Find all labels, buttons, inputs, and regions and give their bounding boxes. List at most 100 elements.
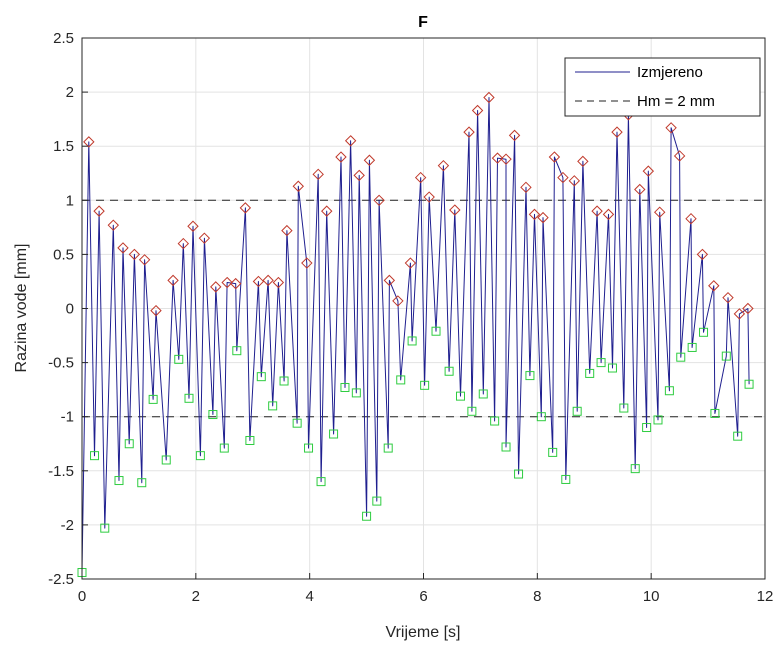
y-ticks: -2.5 -2 -1.5 -1 -0.5 0 0.5 1 1.5 2 2.5 xyxy=(48,30,88,588)
peak-marker xyxy=(653,206,666,218)
peak-marker xyxy=(262,274,274,287)
trough-marker xyxy=(514,469,524,479)
y-tick-label: -2.5 xyxy=(48,571,74,588)
peak-marker xyxy=(568,175,581,187)
trough-marker xyxy=(455,391,465,401)
trough-marker xyxy=(137,478,147,488)
legend-label-hm: Hm = 2 mm xyxy=(637,93,715,110)
trough-marker xyxy=(596,358,606,368)
peak-marker xyxy=(557,171,569,184)
peak-marker xyxy=(229,277,242,290)
peak-marker xyxy=(128,248,141,261)
y-tick-label: -1.5 xyxy=(48,463,74,480)
x-ticks: 0 2 4 6 8 10 12 xyxy=(78,573,774,605)
trough-markers xyxy=(77,326,754,578)
trough-marker xyxy=(124,439,134,449)
peak-marker xyxy=(742,302,754,315)
trough-marker xyxy=(721,351,731,361)
peak-marker xyxy=(321,205,333,217)
trough-marker xyxy=(490,416,500,426)
y-tick-label: 2 xyxy=(66,84,74,101)
y-tick-label: 0.5 xyxy=(53,246,74,263)
x-tick-label: 12 xyxy=(757,588,774,605)
trough-marker xyxy=(420,380,430,390)
x-axis-label: Vrijeme [s] xyxy=(386,624,461,641)
trough-marker xyxy=(501,442,511,452)
trough-marker xyxy=(676,352,686,362)
trough-marker xyxy=(161,455,171,465)
peak-marker xyxy=(696,248,709,261)
x-tick-label: 10 xyxy=(643,588,660,605)
peak-marker xyxy=(665,122,677,134)
chart-title: F xyxy=(418,14,428,31)
trough-marker xyxy=(383,443,393,453)
trough-marker xyxy=(744,379,754,389)
peak-marker xyxy=(187,220,199,232)
peak-marker xyxy=(528,208,541,221)
trough-marker xyxy=(653,415,663,425)
peak-marker xyxy=(373,194,385,207)
series-line-izmjereno xyxy=(81,97,750,573)
x-tick-label: 8 xyxy=(533,588,541,605)
x-tick-label: 0 xyxy=(78,588,86,605)
trough-marker xyxy=(585,368,595,378)
trough-marker xyxy=(536,412,546,422)
trough-marker xyxy=(245,436,255,446)
trough-marker xyxy=(340,382,350,392)
trough-marker xyxy=(90,451,100,461)
peak-marker xyxy=(602,208,615,221)
trough-marker xyxy=(372,496,382,506)
y-tick-label: -1 xyxy=(61,409,74,426)
peak-marker xyxy=(335,151,347,163)
peak-marker xyxy=(107,219,120,231)
peak-marker xyxy=(423,191,435,203)
trough-marker xyxy=(699,327,709,337)
trough-marker xyxy=(687,342,697,352)
peak-marker xyxy=(344,135,357,147)
trough-marker xyxy=(316,477,326,487)
trough-marker xyxy=(607,363,617,373)
threshold-lines xyxy=(82,199,765,418)
x-tick-label: 2 xyxy=(192,588,200,605)
peak-marker xyxy=(292,180,304,192)
peak-marker xyxy=(491,152,504,164)
peak-marker xyxy=(733,308,746,320)
peak-marker xyxy=(437,159,450,172)
peak-marker xyxy=(383,274,396,287)
y-tick-label: 1 xyxy=(66,192,74,209)
trough-marker xyxy=(407,336,417,346)
trough-marker xyxy=(467,406,477,416)
peak-marker xyxy=(685,212,697,225)
trough-marker xyxy=(525,371,535,381)
peak-marker xyxy=(272,276,285,289)
x-tick-label: 4 xyxy=(305,588,313,605)
y-tick-label: -0.5 xyxy=(48,355,74,372)
y-tick-label: 0 xyxy=(66,301,74,318)
peak-marker xyxy=(198,232,211,244)
trough-marker xyxy=(256,372,266,382)
peak-marker xyxy=(93,205,105,217)
x-tick-label: 6 xyxy=(419,588,427,605)
trough-marker xyxy=(292,418,302,428)
peak-marker xyxy=(483,91,495,104)
peak-marker xyxy=(117,242,129,254)
trough-marker xyxy=(304,443,314,453)
trough-marker xyxy=(268,401,278,411)
peak-marker xyxy=(301,257,313,269)
trough-marker xyxy=(396,375,406,385)
peak-marker xyxy=(281,224,293,237)
trough-marker xyxy=(184,393,194,403)
trough-marker xyxy=(444,366,454,376)
trough-marker xyxy=(148,394,158,404)
peak-marker xyxy=(471,104,484,117)
legend-label-izmjereno: Izmjereno xyxy=(637,64,703,81)
peak-marker xyxy=(463,126,475,138)
peak-marker xyxy=(150,304,162,317)
peak-marker xyxy=(363,154,376,166)
y-tick-label: 1.5 xyxy=(53,138,74,155)
trough-marker xyxy=(561,474,571,484)
trough-marker xyxy=(664,386,674,396)
peak-marker xyxy=(537,211,549,224)
peak-marker xyxy=(449,204,461,216)
peak-markers xyxy=(83,91,754,320)
